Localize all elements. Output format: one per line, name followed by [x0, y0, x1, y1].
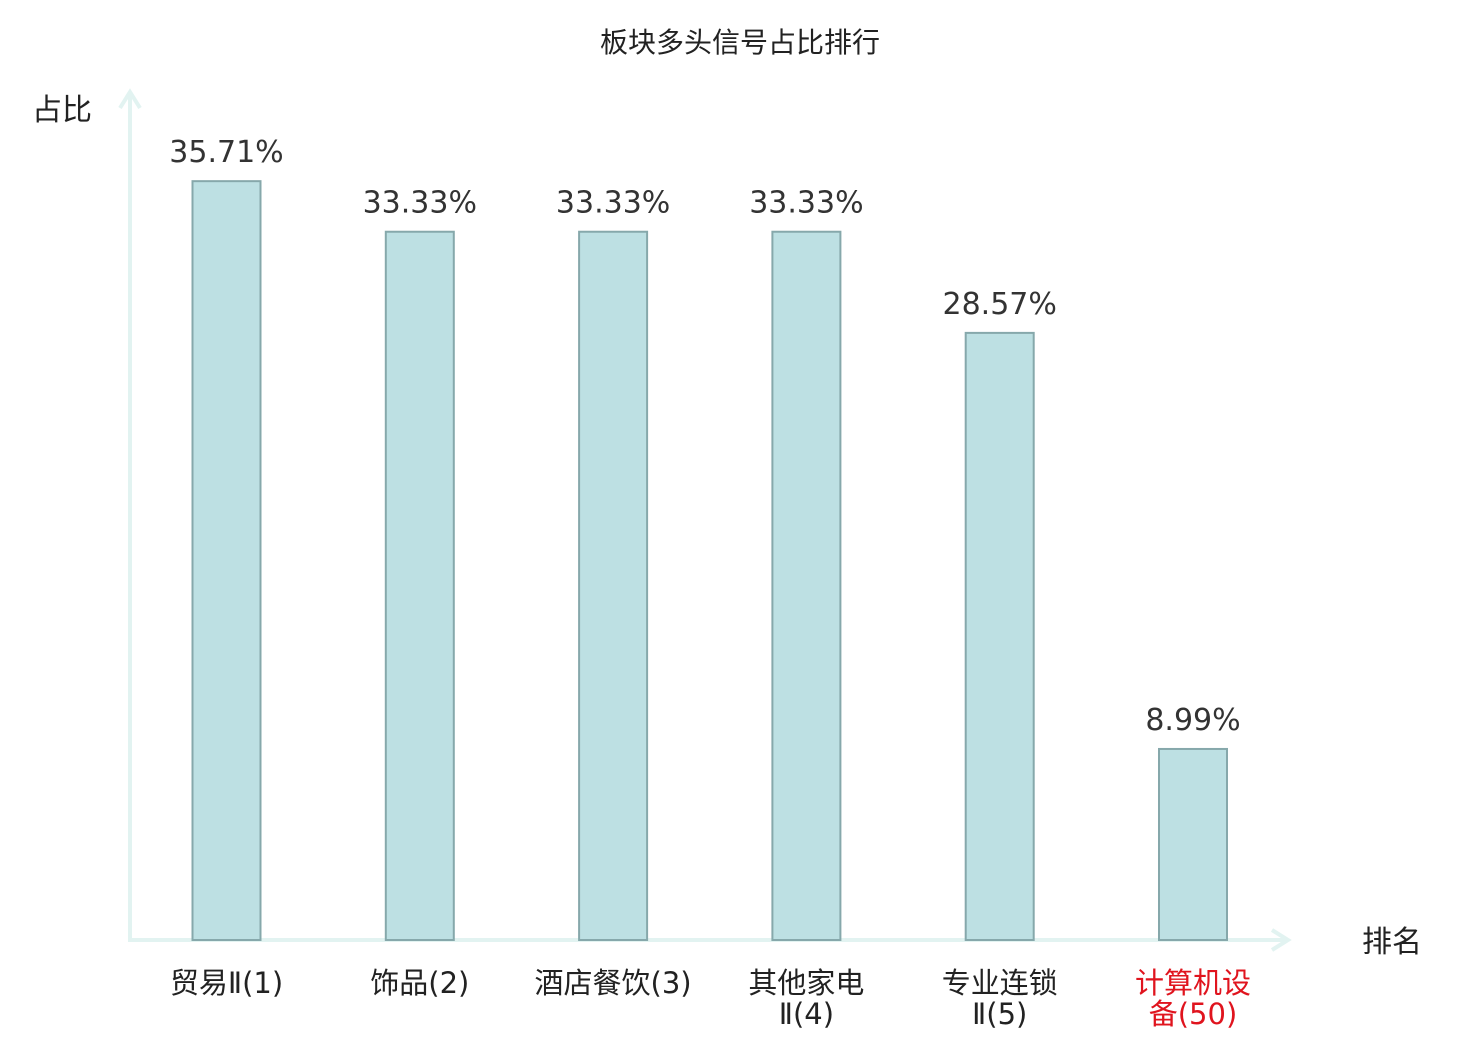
- x-tick-label-6-line-2: 备(50): [1149, 997, 1238, 1031]
- x-tick-label-4-line-1: 其他家电: [748, 966, 864, 1000]
- bar-value-label-6: 8.99%: [1145, 703, 1240, 738]
- bar-2: [384, 230, 455, 942]
- bar-value-label-4: 33.33%: [749, 186, 863, 221]
- bar-value-label-3: 33.33%: [556, 186, 670, 221]
- x-axis-arrow-icon: [1270, 928, 1292, 952]
- bar-3: [578, 230, 649, 942]
- bars-group: [191, 180, 1228, 942]
- x-axis-label: 排名: [1362, 925, 1422, 960]
- bar-5: [964, 331, 1035, 941]
- bar-value-label-1: 35.71%: [169, 135, 283, 170]
- x-tick-label-6-line-1: 计算机设: [1135, 966, 1251, 1000]
- bar-6: [1158, 747, 1228, 942]
- bar-1: [191, 180, 262, 942]
- y-axis: 占比: [32, 88, 142, 940]
- value-labels-group: 35.71% 33.33% 33.33% 33.33% 28.57% 8.99%: [169, 135, 1240, 738]
- bar-value-label-2: 33.33%: [363, 186, 477, 221]
- y-axis-label: 占比: [32, 93, 92, 128]
- x-tick-label-5-line-2: Ⅱ(5): [972, 997, 1027, 1031]
- x-tick-label-5-line-1: 专业连锁: [942, 966, 1058, 1000]
- bar-value-label-5: 28.57%: [943, 287, 1057, 322]
- chart-title: 板块多头信号占比排行: [600, 26, 880, 59]
- bar-4: [771, 230, 842, 942]
- x-tick-label-3: 酒店餐饮(3): [535, 966, 692, 1000]
- y-axis-arrow-icon: [118, 88, 142, 110]
- x-axis: 排名: [128, 925, 1422, 960]
- x-tick-label-1: 贸易Ⅱ(1): [170, 966, 283, 1000]
- x-tick-label-4-line-2: Ⅱ(4): [779, 997, 834, 1031]
- x-tick-label-2: 饰品(2): [370, 966, 469, 1000]
